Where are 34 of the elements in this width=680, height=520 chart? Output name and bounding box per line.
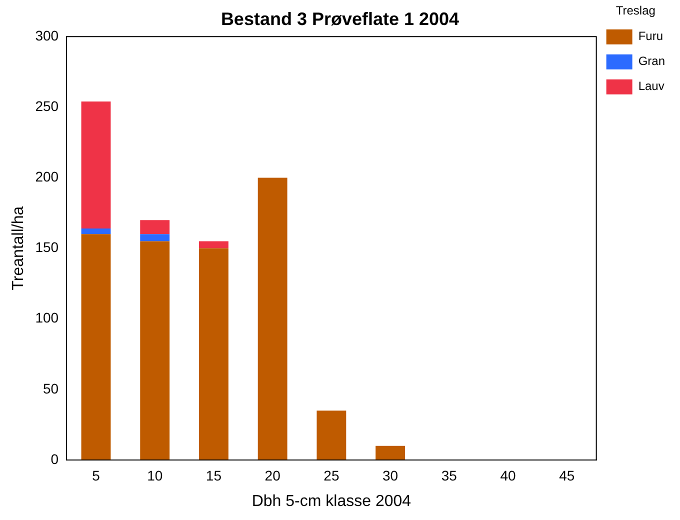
y-tick-label: 100 bbox=[35, 310, 59, 326]
bar bbox=[199, 241, 228, 248]
bar bbox=[140, 220, 170, 234]
bar bbox=[199, 248, 228, 460]
legend-title: Treslag bbox=[616, 3, 656, 18]
x-tick-label: 10 bbox=[147, 467, 163, 484]
bar bbox=[81, 228, 111, 234]
x-tick-label: 15 bbox=[206, 467, 222, 484]
y-tick-label: 300 bbox=[35, 27, 59, 44]
x-tick-label: 35 bbox=[441, 467, 458, 484]
bar bbox=[81, 102, 111, 229]
x-axis-title: Dbh 5-cm klasse 2004 bbox=[252, 492, 412, 510]
x-tick-label: 30 bbox=[382, 467, 398, 484]
bar bbox=[316, 410, 346, 460]
bar bbox=[81, 234, 111, 460]
y-axis-title: Treantall/ha bbox=[10, 206, 28, 290]
legend-label: Lauv bbox=[638, 79, 664, 94]
x-tick-label: 45 bbox=[559, 467, 575, 484]
y-tick-label: 0 bbox=[50, 450, 59, 467]
bar bbox=[376, 446, 406, 460]
bar bbox=[258, 178, 288, 460]
x-tick-label: 25 bbox=[324, 467, 340, 484]
x-tick-label: 5 bbox=[92, 467, 100, 484]
y-tick-label: 50 bbox=[42, 380, 59, 396]
legend-label: Furu bbox=[638, 29, 664, 44]
legend-label: Gran bbox=[638, 54, 666, 68]
bar bbox=[140, 234, 170, 242]
y-tick-label: 250 bbox=[35, 98, 59, 114]
y-tick-label: 150 bbox=[35, 239, 59, 256]
y-tick-label: 200 bbox=[35, 168, 59, 185]
x-tick-label: 40 bbox=[500, 467, 516, 484]
x-tick-label: 20 bbox=[264, 467, 281, 484]
bar bbox=[140, 241, 170, 460]
chart-title: Bestand 3 Prøveflate 1 2004 bbox=[220, 8, 460, 29]
